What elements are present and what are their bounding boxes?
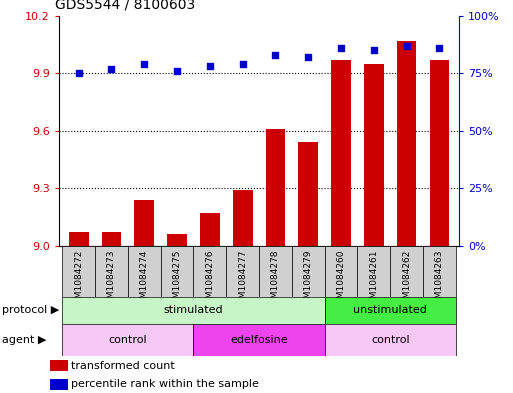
Bar <box>397 40 417 246</box>
Point <box>107 66 115 72</box>
Point <box>436 45 444 51</box>
Point <box>337 45 345 51</box>
Text: GSM1084278: GSM1084278 <box>271 250 280 310</box>
Bar <box>62 297 325 324</box>
Text: GSM1084273: GSM1084273 <box>107 250 116 310</box>
Bar <box>193 246 226 297</box>
Bar <box>62 246 95 297</box>
Bar <box>102 232 121 246</box>
Text: protocol ▶: protocol ▶ <box>2 305 59 316</box>
Point <box>304 54 312 60</box>
Text: percentile rank within the sample: percentile rank within the sample <box>71 379 259 389</box>
Bar <box>358 246 390 297</box>
Bar <box>364 64 384 246</box>
Text: GSM1084276: GSM1084276 <box>205 250 214 310</box>
Text: control: control <box>109 335 147 345</box>
Bar <box>69 232 89 246</box>
Bar <box>62 324 193 356</box>
Text: GSM1084263: GSM1084263 <box>435 250 444 310</box>
Bar <box>95 246 128 297</box>
Point <box>271 51 280 58</box>
Point <box>206 63 214 70</box>
Point <box>140 61 148 67</box>
Bar <box>134 200 154 246</box>
Bar <box>50 360 68 371</box>
Text: GSM1084262: GSM1084262 <box>402 250 411 310</box>
Bar <box>233 190 252 246</box>
Bar <box>331 60 351 246</box>
Bar <box>128 246 161 297</box>
Text: GSM1084260: GSM1084260 <box>337 250 346 310</box>
Text: GSM1084261: GSM1084261 <box>369 250 379 310</box>
Point <box>239 61 247 67</box>
Text: transformed count: transformed count <box>71 361 175 371</box>
Bar <box>161 246 193 297</box>
Text: GDS5544 / 8100603: GDS5544 / 8100603 <box>55 0 195 12</box>
Bar <box>259 246 292 297</box>
Text: GSM1084279: GSM1084279 <box>304 250 313 310</box>
Point <box>74 70 83 76</box>
Bar <box>193 324 325 356</box>
Text: control: control <box>371 335 409 345</box>
Point <box>370 47 378 53</box>
Bar <box>325 297 456 324</box>
Bar <box>266 129 285 246</box>
Text: stimulated: stimulated <box>164 305 223 316</box>
Text: GSM1084275: GSM1084275 <box>172 250 182 310</box>
Bar <box>226 246 259 297</box>
Bar <box>50 379 68 390</box>
Bar <box>200 213 220 246</box>
Bar <box>292 246 325 297</box>
Bar <box>325 324 456 356</box>
Bar <box>167 234 187 246</box>
Text: agent ▶: agent ▶ <box>2 335 46 345</box>
Text: unstimulated: unstimulated <box>353 305 427 316</box>
Bar <box>423 246 456 297</box>
Text: edelfosine: edelfosine <box>230 335 288 345</box>
Text: GSM1084277: GSM1084277 <box>238 250 247 310</box>
Text: GSM1084272: GSM1084272 <box>74 250 83 310</box>
Bar <box>299 142 318 246</box>
Text: GSM1084274: GSM1084274 <box>140 250 149 310</box>
Bar <box>325 246 358 297</box>
Bar <box>429 60 449 246</box>
Point <box>173 68 181 74</box>
Point <box>403 42 411 49</box>
Bar <box>390 246 423 297</box>
